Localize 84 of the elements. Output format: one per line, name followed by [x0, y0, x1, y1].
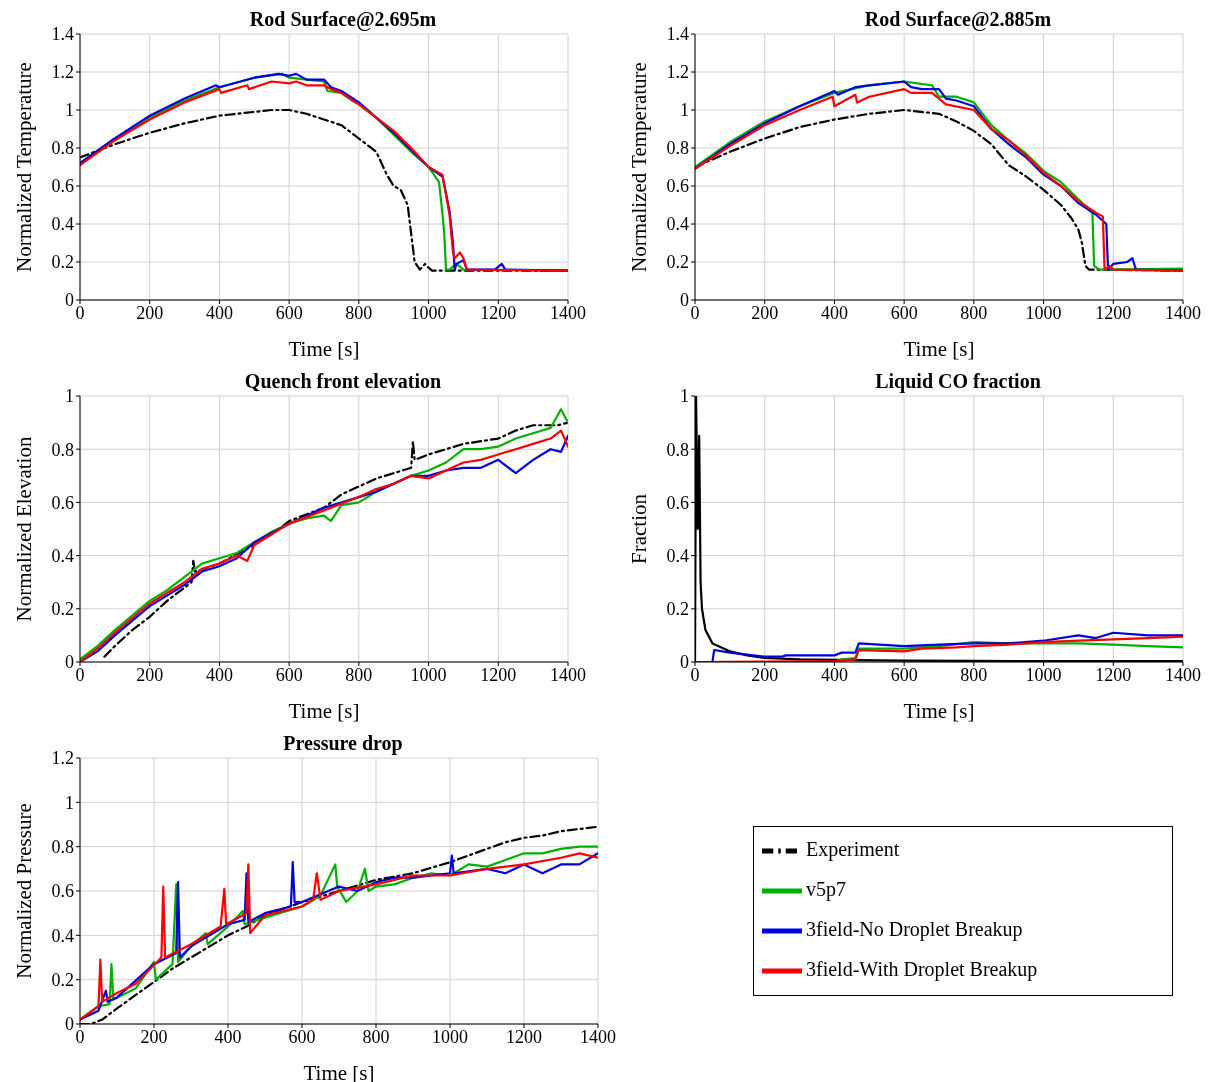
- y-tick-label: 0.6: [51, 176, 74, 197]
- y-tick-label: 1: [65, 386, 74, 407]
- x-tick-label: 1000: [410, 302, 447, 323]
- x-tick-label: 400: [214, 1026, 242, 1047]
- chart-title: Rod Surface@2.695m: [248, 8, 438, 31]
- x-tick-label: 600: [275, 302, 303, 323]
- y-tick-label: 0.2: [51, 970, 74, 991]
- x-tick-label: 200: [136, 302, 164, 323]
- x-axis-title: Time [s]: [903, 337, 975, 361]
- y-tick-label: 0.8: [666, 138, 689, 159]
- y-tick-label: 0.8: [51, 439, 74, 460]
- x-tick-label: 1200: [1095, 664, 1132, 685]
- x-tick-label: 400: [820, 664, 848, 685]
- y-tick-label: 0.4: [666, 545, 689, 566]
- x-tick-label: 1000: [432, 1026, 468, 1047]
- x-tick-label: 400: [205, 664, 233, 685]
- x-tick-label: 1000: [1025, 302, 1062, 323]
- x-axis-title: Time [s]: [288, 337, 360, 361]
- y-tick-label: 1.4: [51, 24, 74, 45]
- x-axis-title: Time [s]: [288, 699, 360, 723]
- x-tick-label: 1400: [550, 302, 586, 323]
- x-tick-label: 800: [960, 302, 988, 323]
- x-tick-label: 200: [140, 1026, 168, 1047]
- y-tick-label: 0.6: [666, 176, 689, 197]
- y-tick-label: 0.6: [666, 492, 689, 513]
- x-tick-label: 200: [751, 302, 779, 323]
- x-tick-label: 1000: [1025, 664, 1062, 685]
- y-axis-title: Normalized Temperature: [12, 62, 37, 272]
- x-tick-label: 800: [960, 664, 988, 685]
- legend-label: 3field-With Droplet Breakup: [806, 957, 1038, 980]
- x-tick-label: 1400: [580, 1026, 616, 1047]
- y-tick-label: 0.6: [51, 881, 74, 902]
- x-tick-label: 800: [362, 1026, 390, 1047]
- x-tick-label: 400: [820, 302, 848, 323]
- y-tick-label: 1.2: [51, 62, 74, 83]
- x-tick-label: 600: [275, 664, 303, 685]
- x-tick-label: 1000: [410, 664, 447, 685]
- x-tick-label: 800: [345, 664, 373, 685]
- y-tick-label: 0.4: [666, 214, 689, 235]
- y-tick-label: 1: [65, 792, 74, 813]
- y-tick-label: 0.8: [666, 439, 689, 460]
- y-tick-label: 1: [680, 100, 689, 121]
- y-axis-title: Normalized Temperature: [627, 62, 652, 272]
- chart-title: Quench front elevation: [243, 370, 443, 393]
- y-axis-title: Normalized Pressure: [12, 803, 37, 979]
- x-tick-label: 200: [751, 664, 779, 685]
- y-tick-label: 1.2: [666, 62, 689, 83]
- y-tick-label: 0.2: [666, 252, 689, 273]
- x-tick-label: 600: [890, 302, 918, 323]
- x-tick-label: 1200: [480, 302, 517, 323]
- y-tick-label: 1: [680, 386, 689, 407]
- x-tick-label: 1400: [1165, 664, 1201, 685]
- x-tick-label: 1200: [506, 1026, 542, 1047]
- x-tick-label: 1400: [1165, 302, 1201, 323]
- x-tick-label: 800: [345, 302, 373, 323]
- y-tick-label: 0.8: [51, 837, 74, 858]
- legend-label: 3field-No Droplet Breakup: [806, 917, 1023, 940]
- x-tick-label: 400: [205, 302, 233, 323]
- y-tick-label: 0.4: [51, 925, 74, 946]
- chart-title: Liquid CO fraction: [874, 370, 1042, 393]
- y-tick-label: 0.8: [51, 138, 74, 159]
- chart-title: Rod Surface@2.885m: [863, 8, 1053, 31]
- x-tick-label: 1200: [1095, 302, 1132, 323]
- y-tick-label: 0.4: [51, 214, 74, 235]
- x-tick-label: 1200: [480, 664, 517, 685]
- x-tick-label: 600: [890, 664, 918, 685]
- x-tick-label: 1400: [550, 664, 586, 685]
- y-tick-label: 1.2: [51, 748, 74, 769]
- chart-title: Pressure drop: [282, 732, 404, 755]
- x-tick-label: 600: [288, 1026, 316, 1047]
- y-tick-label: 0.2: [51, 252, 74, 273]
- y-tick-label: 0.4: [51, 545, 74, 566]
- y-axis-title: Normalized Elevation: [12, 436, 37, 622]
- x-tick-label: 200: [136, 664, 164, 685]
- x-axis-title: Time [s]: [903, 699, 975, 723]
- legend-label: v5p7: [806, 877, 846, 900]
- y-tick-label: 0.6: [51, 492, 74, 513]
- y-tick-label: 1: [65, 100, 74, 121]
- y-tick-label: 0.2: [666, 599, 689, 620]
- y-tick-label: 0.2: [51, 599, 74, 620]
- x-axis-title: Time [s]: [303, 1061, 375, 1082]
- y-tick-label: 1.4: [666, 24, 689, 45]
- legend-label: Experiment: [806, 837, 900, 860]
- y-axis-title: Fraction: [627, 493, 652, 564]
